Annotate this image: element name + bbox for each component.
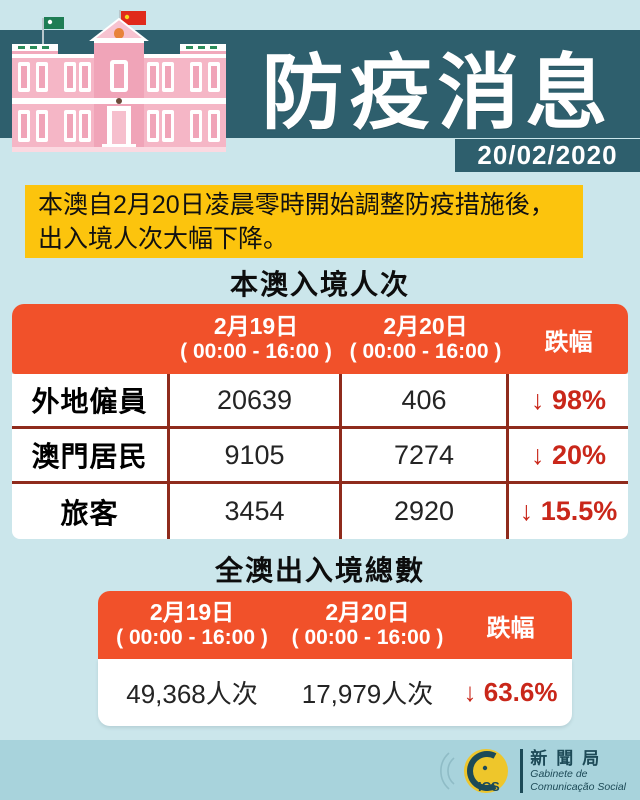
- row-day1-value: 20639: [170, 374, 342, 426]
- total-drop-value: ↓ 63.6%: [463, 677, 558, 707]
- org-name-portuguese-line2: Comunicação Social: [530, 780, 626, 793]
- section-title-arrivals: 本澳入境人次: [229, 269, 410, 300]
- row-day2-value: 7274: [342, 429, 509, 481]
- row-label: 澳門居民: [12, 429, 170, 481]
- row-day1-value: 3454: [170, 484, 342, 539]
- sound-arc-icon: [440, 752, 450, 790]
- logo-acronym: ICS: [478, 779, 500, 794]
- logo-divider: [520, 749, 524, 793]
- government-building-illustration: [12, 10, 226, 152]
- notice-line-2: 出入境人次大幅下降。: [38, 225, 289, 253]
- total-day1-value: 49,368人次: [126, 679, 258, 709]
- date-badge: 20/02/2020: [455, 139, 640, 172]
- notice-box: 本澳自2月20日凌晨零時開始調整防疫措施後， 出入境人次大幅下降。: [25, 185, 583, 258]
- arrivals-table: 2月19日 ( 00:00 - 16:00 ) 2月20日 ( 00:00 - …: [12, 304, 628, 539]
- totals-table: 2月19日 ( 00:00 - 16:00 ) 2月20日 ( 00:00 - …: [98, 591, 572, 726]
- upper-windows: [18, 60, 220, 92]
- footer-strip: [0, 740, 640, 800]
- row-drop-value: ↓ 15.5%: [519, 496, 618, 526]
- page-title: 防疫消息: [261, 47, 614, 139]
- row-drop-value: ↓ 98%: [530, 384, 607, 415]
- g-crescent-icon: [467, 751, 497, 791]
- row-day2-value: 2920: [342, 484, 509, 539]
- header-day2: 2月20日 ( 00:00 - 16:00 ): [349, 313, 502, 363]
- pediment-window: [114, 28, 124, 39]
- header-day1: 2月19日 ( 00:00 - 16:00 ): [180, 313, 332, 363]
- lower-windows: [18, 110, 220, 142]
- notice-line-1: 本澳自2月20日凌晨零時開始調整防疫措施後，: [38, 191, 555, 219]
- row-drop-value: ↓ 20%: [530, 439, 607, 470]
- arrivals-table-body: 外地僱員 20639 406 ↓ 98% 澳門居民 9105 7274 ↓ 20…: [12, 374, 628, 539]
- row-label: 外地僱員: [12, 374, 170, 426]
- totals-table-row: 49,368人次 17,979人次 ↓ 63.6%: [98, 659, 572, 726]
- table-row: 澳門居民 9105 7274 ↓ 20%: [12, 429, 628, 484]
- macau-flag: [44, 17, 64, 29]
- org-name-chinese: 新聞局: [530, 749, 609, 768]
- china-flag: [121, 11, 146, 25]
- section-title-totals: 全澳出入境總數: [214, 555, 425, 586]
- row-label: 旅客: [12, 484, 170, 539]
- facade-emblem: [116, 98, 122, 104]
- table-row: 旅客 3454 2920 ↓ 15.5%: [12, 484, 628, 539]
- row-day2-value: 406: [342, 374, 509, 426]
- row-day1-value: 9105: [170, 429, 342, 481]
- header-day1: 2月19日 ( 00:00 - 16:00 ): [116, 599, 268, 649]
- gcs-logo: ICS 新聞局 Gabinete de Comunicação Social: [438, 744, 626, 798]
- sound-arc-icon: [447, 757, 455, 785]
- table-row: 外地僱員 20639 406 ↓ 98%: [12, 374, 628, 429]
- total-day2-value: 17,979人次: [301, 679, 434, 709]
- header-drop: 跌幅: [486, 614, 535, 642]
- header-drop: 跌幅: [544, 328, 593, 356]
- org-name-portuguese-line1: Gabinete de: [530, 768, 588, 780]
- totals-table-header: 2月19日 ( 00:00 - 16:00 ) 2月20日 ( 00:00 - …: [98, 591, 572, 659]
- org-name-block: 新聞局 Gabinete de Comunicação Social: [530, 749, 626, 793]
- header-day2: 2月20日 ( 00:00 - 16:00 ): [291, 599, 444, 649]
- arrivals-table-header: 2月19日 ( 00:00 - 16:00 ) 2月20日 ( 00:00 - …: [12, 304, 628, 374]
- gcs-logo-mark: ICS: [440, 749, 509, 794]
